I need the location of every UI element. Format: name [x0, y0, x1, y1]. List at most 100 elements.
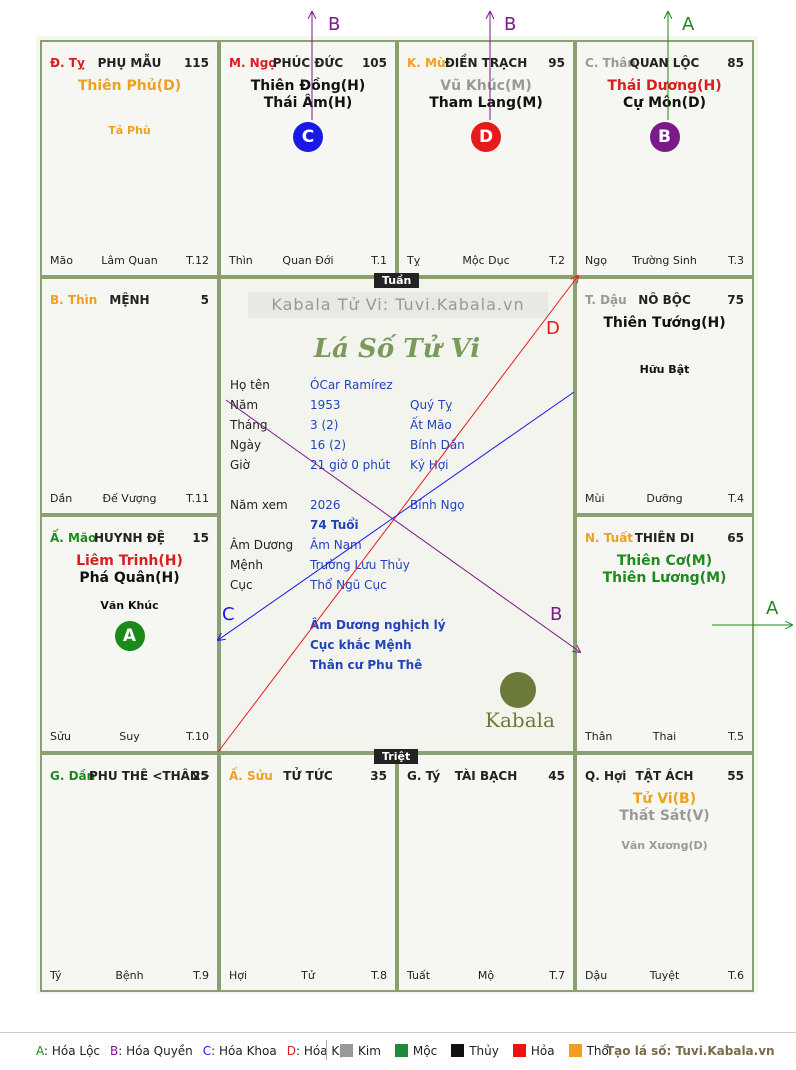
palace-number: 75 — [727, 293, 744, 307]
info-value: 21 giờ 0 phút — [310, 458, 391, 472]
palace-footer-stage: Dưỡng — [646, 492, 683, 505]
info-label: Năm — [230, 398, 259, 412]
major-star: Thái Dương(H) — [607, 78, 722, 94]
legend-elements: Kim Mộc Thủy Hỏa Thổ — [340, 1044, 623, 1058]
major-star: Thiên Cơ(M) — [616, 553, 713, 569]
palace-footer-stage: Mộ — [477, 969, 495, 982]
major-star: Thái Âm(H) — [263, 95, 353, 111]
palace-suu[interactable]: Ấ. Sửu TỬ TỨC 35 Hợi Tử T.8 — [219, 753, 397, 992]
palace-footer-branch: Mão — [50, 254, 73, 267]
kabala-logo-text: Kabala — [485, 708, 555, 732]
palace-footer-branch: Sửu — [50, 730, 71, 743]
legend-text: : Hóa Khoa — [211, 1044, 277, 1058]
palace-can: N. Tuất — [585, 531, 634, 545]
info-canchi: Bính Ngọ — [410, 498, 465, 512]
info-value: Âm Nam — [310, 538, 362, 552]
legend-text: : Hóa Quyền — [118, 1044, 193, 1058]
minor-star: Văn Khúc — [100, 599, 159, 612]
minor-star: Văn Xương(D) — [621, 839, 708, 852]
center-note: Thân cư Phu Thê — [310, 658, 423, 672]
palace-can: Q. Hợi — [585, 769, 627, 783]
palace-footer-stage: Tử — [301, 969, 315, 982]
site-banner: Kabala Tử Vi: Tuvi.Kabala.vn — [248, 292, 548, 318]
palace-footer-branch: Dần — [50, 492, 73, 505]
hoa-badge-b: B — [649, 122, 680, 152]
palace-name: PHU THÊ <THÂN> — [88, 769, 211, 783]
info-label: Cục — [230, 578, 253, 592]
info-value: Thổ Ngũ Cục — [310, 578, 387, 592]
palace-name: TẬT ÁCH — [635, 769, 694, 783]
palace-can: Ấ. Sửu — [229, 769, 273, 783]
palace-can: Đ. Tỵ — [50, 56, 85, 70]
palace-name: HUYNH ĐỆ — [94, 531, 165, 545]
palace-footer-age: T.10 — [186, 730, 209, 743]
palace-hoi[interactable]: Q. Hợi TẬT ÁCH 55 Tử Vi(B) Thất Sát(V) Văn Xư… — [575, 753, 754, 992]
info-canchi: Quý Tỵ — [410, 398, 453, 412]
major-star: Thiên Phủ(D) — [77, 78, 182, 94]
palace-number: 15 — [192, 531, 209, 545]
palace-name: ĐIỀN TRẠCH — [444, 56, 528, 70]
palace-footer-age: T.3 — [728, 254, 744, 267]
palace-footer-age: T.9 — [193, 969, 209, 982]
palace-number: 95 — [548, 56, 565, 70]
palace-ty[interactable]: Đ. Tỵ PHỤ MẪU 115 Thiên Phủ(D) Tả Phù Mão Lâm … — [40, 40, 219, 277]
palace-footer-age: T.8 — [371, 969, 387, 982]
palace-number: 5 — [200, 293, 209, 307]
palace-footer-branch: Thìn — [229, 254, 253, 267]
palace-footer-age: T.5 — [728, 730, 744, 743]
palace-can: G. Dần — [50, 769, 96, 783]
info-label: Năm xem — [230, 498, 288, 512]
palace-name: QUAN LỘC — [629, 56, 700, 70]
major-star: Vũ Khúc(M) — [440, 78, 532, 94]
major-star: Thiên Đồng(H) — [250, 78, 366, 94]
palace-than[interactable]: C. Thân QUAN LỘC 85 Thái Dương(H) Cự Môn(D) B… — [575, 40, 754, 277]
palace-number: 25 — [192, 769, 209, 783]
element-label: Thủy — [469, 1044, 499, 1058]
info-value: Trường Lưu Thủy — [310, 558, 410, 572]
palace-footer-age: T.1 — [371, 254, 387, 267]
info-label: Mệnh — [230, 558, 263, 572]
palace-number: 55 — [727, 769, 744, 783]
palace-name: PHỤ MẪU — [97, 56, 162, 70]
info-value: ÓCar Ramírez — [310, 378, 393, 392]
major-star: Thất Sát(V) — [619, 808, 710, 824]
palace-name: THIÊN DI — [634, 531, 695, 545]
info-value: 16 (2) — [310, 438, 347, 452]
palace-ngo[interactable]: M. Ngọ PHÚC ĐỨC 105 Thiên Đồng(H) Thái Âm(H)… — [219, 40, 397, 277]
palace-number: 85 — [727, 56, 744, 70]
info-canchi: Bính Dần — [410, 438, 465, 452]
palace-mao[interactable]: Ấ. Mão HUYNH ĐỆ 15 Liêm Trinh(H) Phá Quân(H)… — [40, 515, 219, 753]
palace-name: PHÚC ĐỨC — [272, 56, 344, 70]
palace-footer-stage: Mộc Dục — [462, 254, 510, 267]
palace-dau[interactable]: T. Dậu NÔ BỘC 75 Thiên Tướng(H) Hữu Bật Mùi Dư… — [575, 277, 754, 515]
element-label: Hỏa — [530, 1044, 555, 1058]
center-note: Âm Dương nghịch lý — [310, 618, 446, 632]
info-label: Ngày — [230, 438, 262, 452]
major-star: Thiên Tướng(H) — [603, 315, 726, 331]
palace-footer-stage: Bệnh — [115, 969, 144, 982]
palace-dan[interactable]: G. Dần PHU THÊ <THÂN> 25 Tý Bệnh T.9 — [40, 753, 219, 992]
legend-key: C — [202, 1044, 212, 1058]
info-label: Họ tên — [230, 378, 270, 392]
arrow-label-a1: A — [682, 14, 695, 35]
info-label: Giờ — [230, 458, 250, 472]
palace-can: C. Thân — [585, 56, 636, 70]
palace-footer-age: T.12 — [186, 254, 209, 267]
palace-number: 35 — [370, 769, 387, 783]
palace-name: NÔ BỘC — [638, 293, 691, 307]
palace-number: 105 — [361, 56, 387, 70]
palace-footer-branch: Hợi — [229, 969, 248, 982]
palace-can: G. Tý — [407, 769, 441, 783]
palace-tuat[interactable]: N. Tuất THIÊN DI 65 Thiên Cơ(M) Thiên Lương(… — [575, 515, 754, 753]
info-label: Tháng — [230, 418, 268, 432]
element-label: Kim — [358, 1044, 381, 1058]
palace-mui[interactable]: K. Mùi ĐIỀN TRẠCH 95 Vũ Khúc(M) Tham Lang(M)… — [397, 40, 575, 277]
palace-can: T. Dậu — [585, 293, 627, 307]
chart-title: Lá Số Tử Vi — [313, 334, 481, 364]
arrow-label-b1: B — [328, 14, 340, 35]
major-star: Thiên Lương(M) — [602, 570, 727, 586]
palace-thin[interactable]: B. Thìn MỆNH 5 Dần Đế Vượng T.11 — [40, 277, 219, 515]
palace-footer-branch: Tỵ — [407, 254, 421, 267]
palace-tys[interactable]: G. Tý TÀI BẠCH 45 Tuất Mộ T.7 — [397, 753, 575, 992]
tuan-tag: Tuần — [374, 273, 420, 288]
